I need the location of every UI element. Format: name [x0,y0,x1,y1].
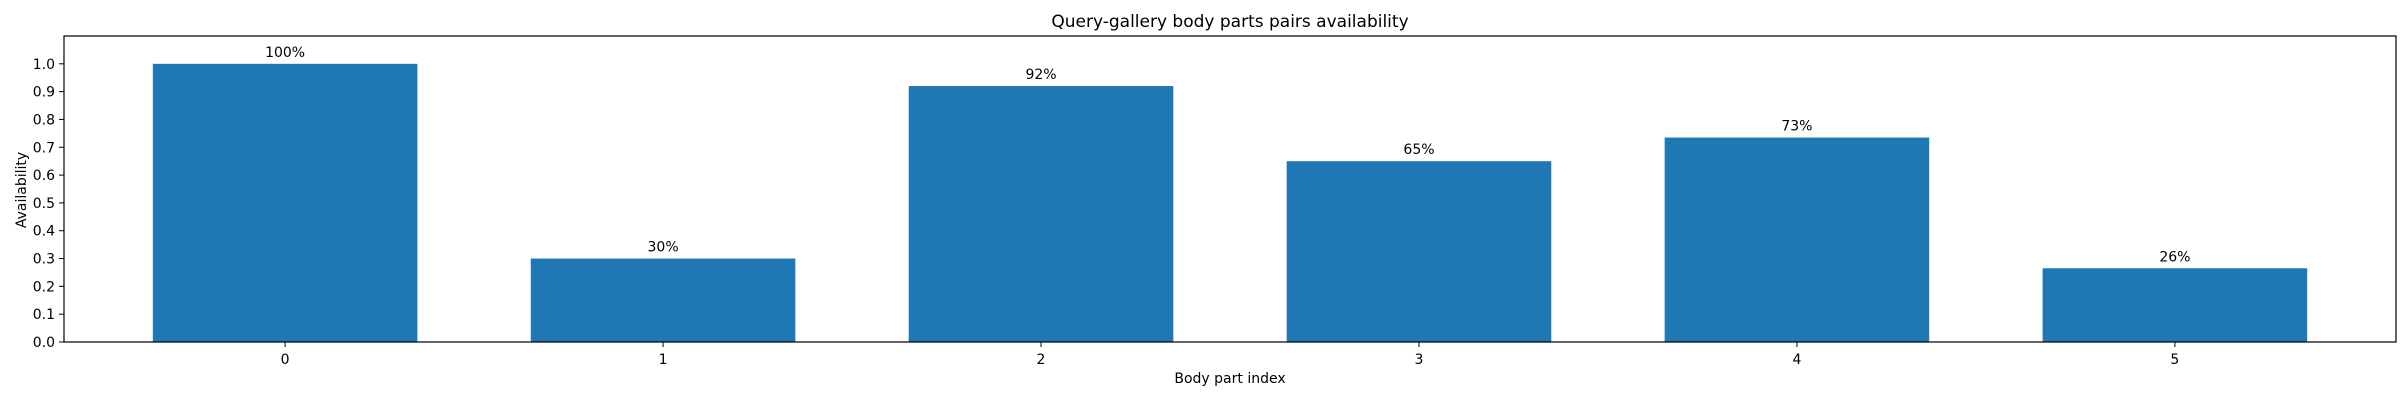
bar-data-label: 65% [1403,142,1434,158]
x-axis-label: Body part index [1174,371,1285,387]
y-tick-label: 1.0 [33,57,55,73]
bar-1 [530,258,796,342]
y-tick-label: 0.3 [33,252,55,268]
bar-data-label: 30% [648,240,679,256]
x-tick-label: 4 [1792,352,1801,368]
y-tick-label: 0.8 [33,112,55,128]
bar-data-label: 100% [265,45,305,61]
y-tick-label: 0.2 [33,279,55,295]
bar-0 [152,63,418,343]
bar-data-label: 92% [1025,67,1056,83]
bar-data-labels: 100% 30% 92% 65% 73% 26% [265,45,2190,265]
chart-title: Query-gallery body parts pairs availabil… [1051,12,1408,32]
y-tick-label: 0.4 [33,224,55,240]
y-axis-ticks: 0.0 0.1 0.2 0.3 0.4 0.5 0.6 0.7 0.8 0.9 1.0 [33,57,64,351]
x-tick-label: 5 [2170,352,2179,368]
y-tick-label: 0.6 [33,168,55,184]
bar-5 [2042,268,2308,342]
bar-4 [1664,137,1930,342]
x-tick-label: 0 [281,352,290,368]
x-tick-label: 1 [659,352,668,368]
x-tick-label: 2 [1037,352,1046,368]
x-tick-label: 3 [1415,352,1424,368]
bar-2 [908,86,1174,342]
bar-data-label: 26% [2159,249,2190,265]
bar-series [152,63,2308,343]
y-tick-label: 0.0 [33,335,55,351]
y-axis-label: Availability [14,152,30,228]
plot-frame [63,35,2397,343]
x-axis-ticks: 0 1 2 3 4 5 [281,342,2179,368]
bar-3 [1286,161,1552,342]
bar-data-label: 73% [1781,119,1812,135]
y-tick-label: 0.5 [33,196,55,212]
y-tick-label: 0.1 [33,307,55,323]
y-tick-label: 0.9 [33,85,55,101]
y-tick-label: 0.7 [33,140,55,156]
